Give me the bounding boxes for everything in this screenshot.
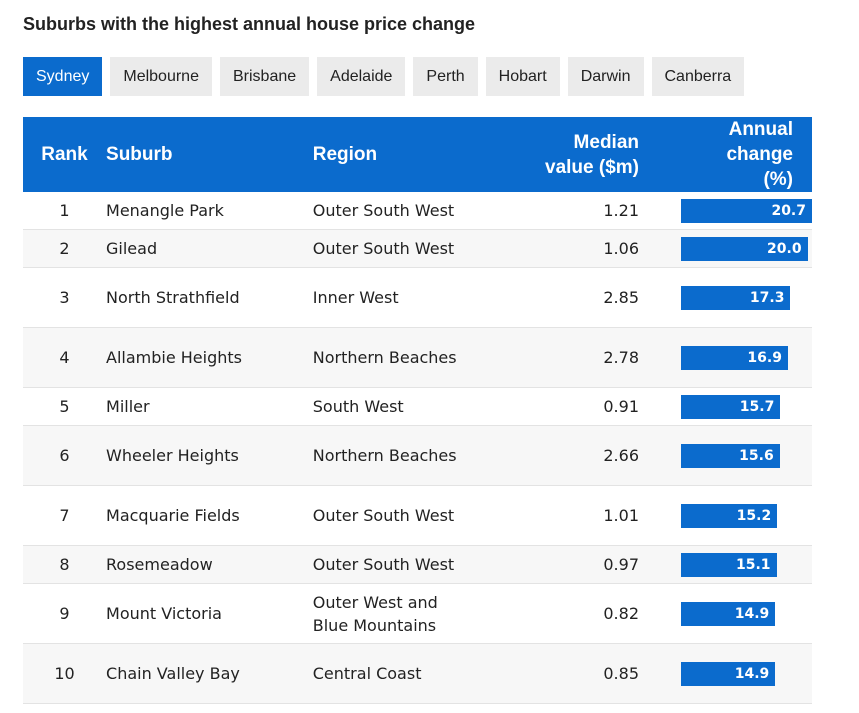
header-rank: Rank — [23, 117, 107, 192]
row: 2 Gilead Outer South West 1.06 20.0 — [23, 229, 812, 268]
tab[interactable]: Brisbane — [219, 57, 310, 96]
tab[interactable]: Hobart — [485, 57, 560, 96]
change-cell: 20.7 — [639, 192, 812, 230]
region-cell: Outer West and Blue Mountains — [312, 583, 496, 644]
change-bar: 15.1 — [681, 552, 777, 577]
change-cell: 15.1 — [639, 545, 812, 584]
suburb-cell: Mount Victoria — [106, 583, 313, 644]
change-cell: 15.7 — [639, 387, 812, 426]
row: 7 Macquarie Fields Outer South West 1.01 15.… — [23, 485, 812, 546]
change-bar: 17.3 — [681, 285, 791, 310]
row: 3 North Strathfield Inner West 2.85 17.3 — [23, 267, 812, 328]
change-bar: 14.9 — [681, 601, 776, 626]
row: 10 Chain Valley Bay Central Coast 0.85 14.9 — [23, 643, 812, 704]
median-cell: 0.91 — [495, 387, 639, 426]
change-cell: 20.0 — [639, 229, 812, 268]
row: 8 Rosemeadow Outer South West 0.97 15.1 — [23, 545, 812, 584]
region-cell: Northern Beaches — [312, 327, 496, 388]
suburb-cell: Chain Valley Bay — [106, 643, 313, 704]
median-cell: 0.85 — [495, 643, 639, 704]
row: 5 Miller South West 0.91 15.7 — [23, 387, 812, 426]
rank-cell: 9 — [23, 583, 107, 644]
region-cell: Northern Beaches — [312, 425, 496, 486]
tab[interactable]: Perth — [413, 57, 478, 96]
median-cell: 0.82 — [495, 583, 639, 644]
change-bar: 15.7 — [681, 394, 781, 419]
suburb-cell: Gilead — [106, 229, 313, 268]
median-cell: 2.85 — [495, 267, 639, 328]
change-cell: 14.9 — [639, 643, 812, 704]
median-cell: 1.06 — [495, 229, 639, 268]
rank-cell: 2 — [23, 229, 107, 268]
rank-cell: 7 — [23, 485, 107, 546]
rank-cell: 5 — [23, 387, 107, 426]
header-change: Annual change (%) — [639, 117, 812, 192]
region-cell: Inner West — [312, 267, 496, 328]
median-cell: 2.66 — [495, 425, 639, 486]
median-cell: 1.01 — [495, 485, 639, 546]
suburb-cell: Allambie Heights — [106, 327, 313, 388]
tab-bar: Sydney Melbourne Brisbane Adelaide Perth Hoba… — [23, 57, 745, 96]
suburb-cell: Macquarie Fields — [106, 485, 313, 546]
row: 4 Allambie Heights Northern Beaches 2.78 16.… — [23, 327, 812, 388]
rank-cell: 10 — [23, 643, 107, 704]
header-suburb: Suburb — [106, 117, 313, 192]
median-cell: 1.21 — [495, 192, 639, 230]
suburb-cell: Menangle Park — [106, 192, 313, 230]
suburb-cell: North Strathfield — [106, 267, 313, 328]
region-cell: Outer South West — [312, 545, 496, 584]
change-bar: 15.2 — [681, 503, 778, 528]
change-bar: 20.7 — [681, 198, 812, 223]
header-median: Median value ($m) — [495, 117, 639, 192]
change-bar: 15.6 — [681, 443, 780, 468]
header-region: Region — [312, 117, 496, 192]
change-cell: 14.9 — [639, 583, 812, 644]
change-bar: 16.9 — [681, 345, 788, 370]
table: Rank Suburb Region Median value ($m) Ann… — [23, 117, 812, 704]
suburb-cell: Miller — [106, 387, 313, 426]
rank-cell: 4 — [23, 327, 107, 388]
row: 6 Wheeler Heights Northern Beaches 2.66 15.6 — [23, 425, 812, 486]
change-cell: 15.2 — [639, 485, 812, 546]
median-cell: 0.97 — [495, 545, 639, 584]
rank-cell: 3 — [23, 267, 107, 328]
rank-cell: 6 — [23, 425, 107, 486]
row: 1 Menangle Park Outer South West 1.21 20.7 — [23, 192, 812, 230]
suburb-cell: Rosemeadow — [106, 545, 313, 584]
region-cell: Outer South West — [312, 229, 496, 268]
region-cell: Outer South West — [312, 485, 496, 546]
region-cell: Outer South West — [312, 192, 496, 230]
change-bar: 20.0 — [681, 236, 808, 261]
change-cell: 16.9 — [639, 327, 812, 388]
change-cell: 17.3 — [639, 267, 812, 328]
row: 9 Mount Victoria Outer West and Blue Mount… — [23, 583, 812, 644]
change-bar: 14.9 — [681, 661, 776, 686]
tab[interactable]: Darwin — [567, 57, 644, 96]
tab[interactable]: Adelaide — [317, 57, 406, 96]
suburb-cell: Wheeler Heights — [106, 425, 313, 486]
change-cell: 15.6 — [639, 425, 812, 486]
region-cell: Central Coast — [312, 643, 496, 704]
tab[interactable]: Canberra — [651, 57, 745, 96]
title: Suburbs with the highest annual house pr… — [23, 14, 476, 34]
region-cell: South West — [312, 387, 496, 426]
tab[interactable]: Melbourne — [110, 57, 212, 96]
header-row: Rank Suburb Region Median value ($m) Ann… — [23, 117, 812, 192]
rank-cell: 8 — [23, 545, 107, 584]
rank-cell: 1 — [23, 192, 107, 230]
tab[interactable]: Sydney — [23, 57, 103, 96]
median-cell: 2.78 — [495, 327, 639, 388]
